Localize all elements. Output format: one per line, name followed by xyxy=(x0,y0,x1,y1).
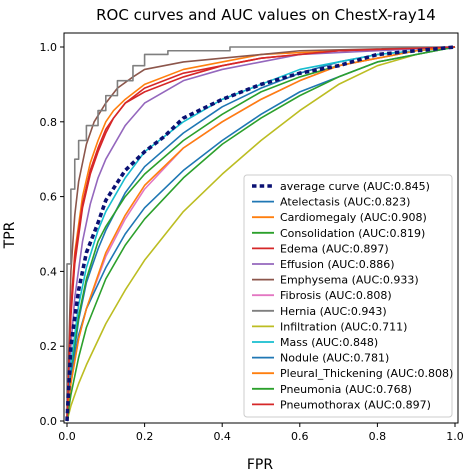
legend-label-pneumonia: Pneumonia (AUC:0.768) xyxy=(280,383,412,396)
series-line-pneumothorax xyxy=(66,46,456,422)
x-tick-label: 1.0 xyxy=(446,430,464,443)
legend-label-emphysema: Emphysema (AUC:0.933) xyxy=(280,274,419,287)
legend-label-pleural-thickening: Pleural_Thickening (AUC:0.808) xyxy=(280,367,453,380)
legend-label-nodule: Nodule (AUC:0.781) xyxy=(280,352,389,365)
legend-label-atelectasis: Atelectasis (AUC:0.823) xyxy=(280,196,410,209)
legend: average curve (AUC:0.845) Atelectasis (AU… xyxy=(243,174,453,418)
legend-label-hernia: Hernia (AUC:0.943) xyxy=(280,305,387,318)
axis-ticks: 0.0 0.2 0.4 0.6 0.8 1.0 0.0 0.2 0.4 0.6 0.8 1.0 xyxy=(40,41,464,443)
series-line-infiltration xyxy=(66,46,456,422)
series-line-pneumonia xyxy=(66,46,456,422)
plot-frame xyxy=(63,32,459,424)
legend-label-effusion: Effusion (AUC:0.886) xyxy=(280,258,395,271)
legend-label-fibrosis: Fibrosis (AUC:0.808) xyxy=(280,289,392,302)
y-tick-label: 0.2 xyxy=(40,340,58,353)
series-line-pleural-thickening xyxy=(66,46,456,422)
y-tick-label: 0.4 xyxy=(40,265,58,278)
legend-label-mass: Mass (AUC:0.848) xyxy=(280,336,378,349)
y-tick-label: 1.0 xyxy=(40,41,58,54)
y-axis-label: TPR xyxy=(2,221,18,249)
legend-box xyxy=(243,174,453,418)
x-tick-label: 0.0 xyxy=(58,430,76,443)
legend-label-pneumothorax: Pneumothorax (AUC:0.897) xyxy=(280,398,431,411)
series-line-effusion xyxy=(66,46,456,422)
y-tick-label: 0.0 xyxy=(40,415,58,428)
legend-label-average-curve: average curve (AUC:0.845) xyxy=(280,180,430,193)
plot-area xyxy=(65,45,456,422)
legend-label-consolidation: Consolidation (AUC:0.819) xyxy=(280,227,425,240)
series-line-hernia xyxy=(66,46,455,421)
x-tick-label: 0.4 xyxy=(213,430,231,443)
legend-label-edema: Edema (AUC:0.897) xyxy=(280,242,389,255)
y-tick-label: 0.6 xyxy=(40,191,58,204)
x-tick-label: 0.2 xyxy=(136,430,154,443)
series-line-average-curve xyxy=(65,45,456,422)
chart-title: ROC curves and AUC values on ChestX-ray1… xyxy=(96,6,436,24)
x-axis-label: FPR xyxy=(247,457,273,473)
x-tick-label: 0.6 xyxy=(291,430,309,443)
x-tick-label: 0.8 xyxy=(369,430,387,443)
y-tick-label: 0.8 xyxy=(40,116,58,129)
legend-label-infiltration: Infiltration (AUC:0.711) xyxy=(280,320,407,333)
legend-label-cardiomegaly: Cardiomegaly (AUC:0.908) xyxy=(280,211,427,224)
